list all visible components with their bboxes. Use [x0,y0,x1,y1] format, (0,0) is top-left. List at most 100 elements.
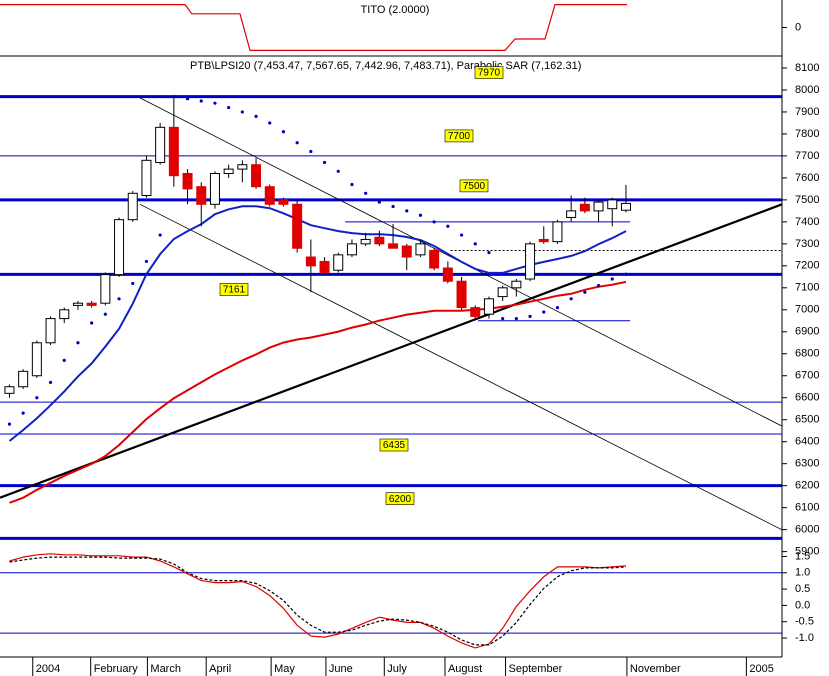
candle-body [333,254,344,271]
candle-body [456,280,467,309]
y-tick-label: 0 [795,21,801,33]
sar-dot [131,281,135,286]
sar-dot [213,101,217,105]
sar-dot [62,358,66,362]
level-label: 7500 [463,181,486,192]
candle-body [72,302,83,306]
sar-dot [35,396,39,400]
x-tick-label: September [509,663,563,675]
y-tick-label: 6000 [795,524,819,536]
candle-body [251,164,262,188]
level-label-box [444,129,474,143]
candle-body [292,203,303,249]
y-tick-label: 5900 [795,546,819,558]
y-tick-label: 1.0 [795,567,810,579]
candle-body [100,274,111,304]
sar-dot [610,277,614,281]
candle-body [429,249,440,269]
sar-dot [596,284,601,288]
y-tick-label: 6800 [795,348,819,360]
y-tick-label: 7300 [795,238,819,250]
tito-panel [0,3,628,51]
sar-dot [459,233,464,237]
level-label-box [379,438,409,452]
sar-dot [281,130,286,134]
level-label: 7970 [478,68,501,79]
y-tick-label: 6100 [795,502,819,514]
candle-body [86,302,97,306]
level-label-box [474,66,504,79]
y-tick-label: 0.0 [795,599,810,611]
sar-dot [446,224,450,228]
sar-dot [364,191,368,195]
sar-dot [295,141,299,145]
candle-body [45,318,56,344]
sar-dot [268,121,272,125]
sar-dot [555,305,560,310]
sar-dot [391,204,395,209]
candle-body [415,243,426,256]
sar-dot [76,341,80,345]
candle-body [196,186,207,205]
y-tick-label: 6200 [795,480,819,492]
trend-line [139,203,782,531]
y-tick-label: 8000 [795,84,819,96]
level-label-box [219,283,249,296]
x-tick-label: July [387,663,407,675]
price-panel [0,94,782,540]
x-tick-label: June [329,663,353,675]
candle-body [566,210,577,218]
candle-body [114,219,125,276]
sar-dot [583,290,587,294]
candle-body [552,221,563,243]
candle-body [525,243,536,280]
sar-dot [473,242,477,246]
candle-body [59,309,70,320]
moving-average [9,280,627,504]
candle-body [346,243,357,256]
sar-dot [103,312,107,316]
y-tick-label: 7600 [795,172,819,184]
y-tick-label: 1.5 [795,550,810,562]
price-title: PTB\LPSI20 (7,453.47, 7,567.65, 7,442.96… [190,60,581,72]
sar-dot [569,297,573,301]
y-tick-label: 6300 [795,458,819,470]
candle-body [18,370,29,388]
sar-dot [350,182,354,187]
x-tick-label: February [94,663,139,675]
trend-line [0,203,782,499]
sar-dot [227,105,231,110]
sar-dot [185,97,190,101]
candle-body [483,298,494,315]
oscillator-background [0,545,782,657]
y-tick-label: 7500 [795,194,819,206]
y-tick-label: 7400 [795,216,819,228]
sar-dot [117,297,121,301]
candle-body [374,236,385,245]
candle-body [155,126,166,164]
candle-body [209,173,220,205]
x-tick-label: November [630,663,681,675]
sar-dot [199,99,203,103]
candle-body [593,201,604,212]
candle-body [470,307,481,317]
x-tick-label: May [274,663,295,675]
sar-dot [501,316,505,321]
y-tick-label: 0.5 [795,583,810,595]
sar-dot [487,251,491,255]
sar-dot [7,422,12,426]
y-tick-label: 6500 [795,414,819,426]
sar-dot [158,233,162,237]
sar-dot [254,114,258,118]
candle-body [127,192,138,221]
level-label-box [385,492,415,505]
candle-body [388,243,399,249]
sar-dot [514,316,518,321]
level-label: 6200 [389,494,412,505]
candle-body [4,386,15,394]
candle-body [264,186,275,205]
y-tick-label: -1.0 [795,632,814,644]
level-label: 6435 [383,440,406,451]
sar-dot [405,209,409,213]
